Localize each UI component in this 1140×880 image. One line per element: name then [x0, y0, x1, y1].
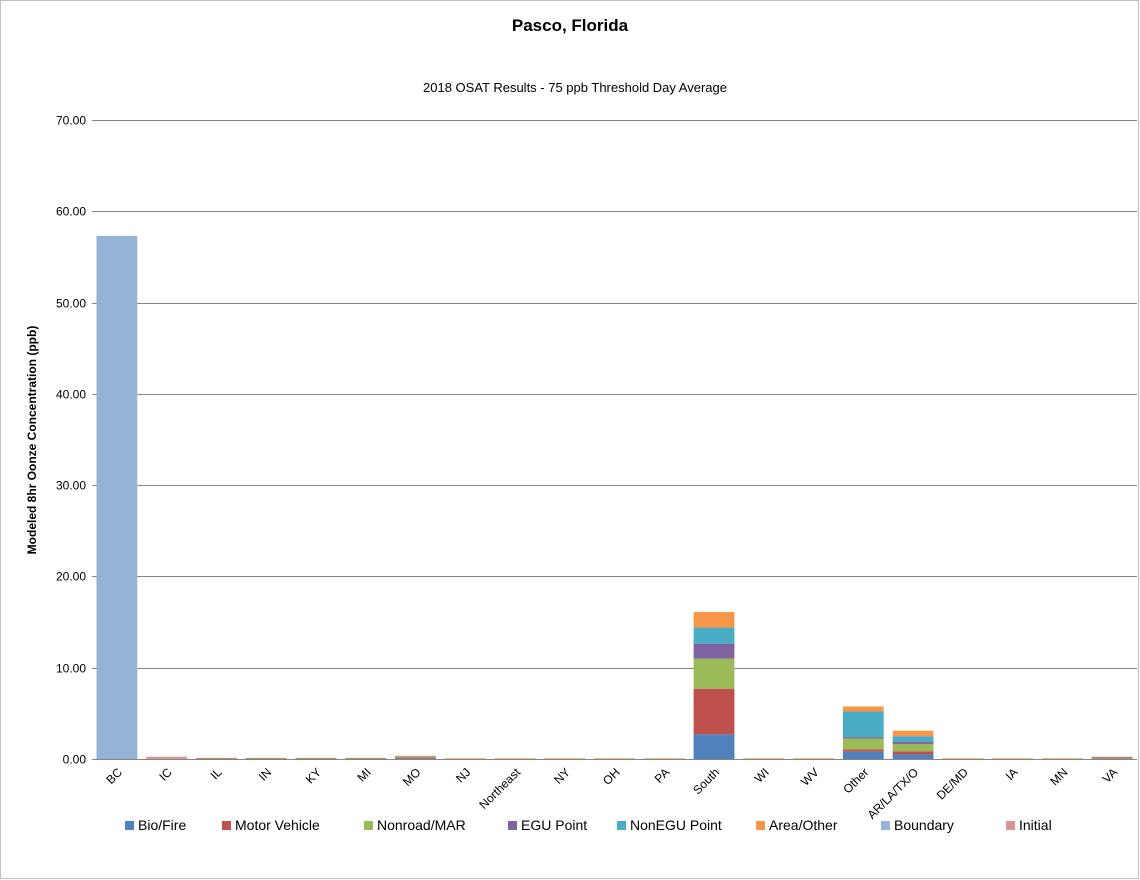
bar-segment-area-other-ia [992, 758, 1033, 759]
x-tick-label: PA [652, 765, 673, 786]
y-axis-label: Modeled 8hr Oonze Concentration (ppb) [25, 326, 39, 555]
bar-segment-area-other-mn [1041, 758, 1083, 759]
legend-label: Boundary [894, 817, 954, 833]
bar-segment-nonegu-point-mo [395, 756, 436, 757]
x-tick-label: NJ [453, 765, 473, 785]
bar-segment-motor-vehicle-ar-la-tx-o [892, 751, 934, 755]
y-tick-label: 0.00 [63, 753, 87, 767]
y-tick-label: 50.00 [56, 297, 86, 311]
x-tick-label: MI [354, 765, 373, 784]
bar-segment-boundary-bc [96, 235, 138, 759]
legend-swatch [756, 821, 765, 830]
y-tick-label: 70.00 [56, 114, 86, 128]
bar-segment-area-other-in [245, 757, 287, 759]
y-tick-label: 60.00 [56, 205, 86, 219]
bar-segment-initial-ic [146, 756, 188, 759]
legend-swatch [222, 821, 231, 830]
bar-segment-area-other-wi [743, 758, 785, 759]
legend-swatch [617, 821, 626, 830]
x-tick-label: AR/LA/TX/O [865, 765, 922, 822]
x-tick-label: DE/MD [934, 765, 971, 802]
gridlines [92, 120, 1137, 760]
bar-segment-area-other-pa [643, 758, 685, 759]
bar-segment-area-other-wv [793, 758, 834, 759]
bar-segment-area-other-nj [444, 758, 486, 759]
x-tick-label: South [690, 765, 722, 797]
legend-label: Initial [1019, 817, 1052, 833]
bar-segment-bio-fire-south [693, 734, 735, 759]
x-tick-label: Other [840, 765, 871, 796]
bar-segment-nonroad-mar-va [1091, 757, 1133, 759]
x-tick-label: VA [1100, 765, 1121, 786]
bar-segment-nonegu-point-south [693, 627, 735, 644]
bar-segment-bio-fire-other [842, 751, 884, 759]
x-tick-label: IC [156, 765, 175, 784]
legend-label: Motor Vehicle [235, 817, 320, 833]
bar-segment-area-other-mo [395, 755, 436, 757]
bar-segment-area-other-oh [594, 758, 635, 759]
x-axis-ticks: BC IC IL IN KY MI MO NJ Northeast NY OH PA South WI WV… [103, 765, 1120, 822]
x-tick-label: WI [752, 765, 772, 785]
bar-segment-area-other-de-md [942, 758, 984, 759]
bar-segment-egu-point-mo [395, 756, 436, 758]
x-tick-label: MN [1047, 765, 1070, 788]
bar-segment-area-other-va [1091, 756, 1133, 758]
y-tick-label: 30.00 [56, 479, 86, 493]
legend-label: Bio/Fire [138, 817, 186, 833]
chart-subtitle: 2018 OSAT Results - 75 ppb Threshold Day… [423, 80, 727, 95]
bar-segment-egu-point-ar-la-tx-o [892, 741, 934, 744]
bar-segment-egu-point-other [842, 737, 884, 739]
chart-title: Pasco, Florida [512, 16, 629, 35]
x-tick-label: NY [551, 765, 573, 787]
x-tick-label: IA [1003, 765, 1021, 783]
bars [96, 235, 1133, 760]
y-tick-label: 20.00 [56, 570, 86, 584]
legend-swatch [1006, 821, 1015, 830]
bar-segment-bio-fire-ar-la-tx-o [892, 754, 934, 759]
bar-segment-nonroad-mar-ar-la-tx-o [892, 743, 934, 752]
y-axis-ticks: 0.00 10.00 20.00 30.00 40.00 50.00 60.00 70.00 [56, 114, 86, 767]
bar-segment-nonroad-mar-south [693, 658, 735, 689]
bar-segment-egu-point-south [693, 643, 735, 659]
bar-segment-motor-vehicle-other [842, 749, 884, 752]
legend-label: NonEGU Point [630, 817, 722, 833]
legend-label: Nonroad/MAR [377, 817, 466, 833]
x-tick-label: BC [103, 765, 125, 787]
legend: Bio/Fire Motor Vehicle Nonroad/MAR EGU Poin… [125, 817, 1052, 833]
bar-segment-nonroad-mar-other [842, 738, 884, 750]
legend-swatch [508, 821, 517, 830]
bar-segment-nonroad-mar-mo [395, 757, 436, 759]
x-tick-label: Northeast [476, 765, 523, 812]
x-tick-label: IL [208, 765, 225, 782]
bar-segment-nonegu-point-other [842, 711, 884, 738]
bar-segment-area-other-ar-la-tx-o [892, 730, 934, 737]
bar-segment-area-other-mi [345, 757, 387, 759]
bar-segment-nonegu-point-ar-la-tx-o [892, 736, 934, 742]
x-tick-label: IN [256, 765, 274, 783]
bar-segment-area-other-il [196, 757, 237, 759]
x-tick-label: WV [798, 765, 822, 789]
legend-label: EGU Point [521, 817, 587, 833]
bar-segment-area-other-south [693, 612, 735, 628]
bar-segment-motor-vehicle-va [1091, 758, 1133, 759]
legend-swatch [364, 821, 373, 830]
x-tick-label: OH [600, 765, 623, 788]
legend-swatch [881, 821, 890, 830]
legend-label: Area/Other [769, 817, 838, 833]
bar-segment-motor-vehicle-mo [395, 758, 436, 759]
bar-segment-motor-vehicle-south [693, 688, 735, 735]
legend-swatch [125, 821, 134, 830]
bar-segment-area-other-northeast [494, 758, 536, 759]
bar-segment-area-other-ky [295, 757, 337, 759]
y-tick-label: 40.00 [56, 388, 86, 402]
bar-segment-area-other-ny [544, 758, 586, 759]
x-tick-label: KY [303, 765, 324, 786]
bar-segment-area-other-other [842, 706, 884, 712]
x-tick-label: MO [400, 765, 424, 789]
y-tick-label: 10.00 [56, 662, 86, 676]
